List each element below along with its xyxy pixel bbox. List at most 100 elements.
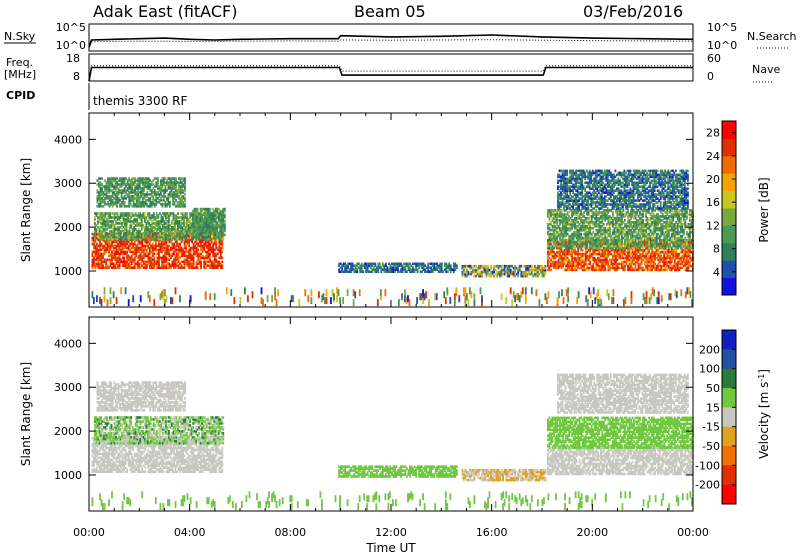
range-gate-cell (166, 230, 169, 233)
range-gate-cell (673, 248, 676, 252)
range-gate-cell (454, 266, 457, 269)
range-gate-cell (107, 235, 110, 239)
range-gate-cell (194, 246, 196, 250)
range-gate-cell (178, 197, 180, 200)
range-gate-cell (177, 237, 179, 241)
range-gate-cell (122, 197, 124, 200)
range-gate-cell (175, 228, 178, 231)
range-gate-cell (586, 240, 589, 244)
range-gate-cell (574, 266, 576, 270)
range-gate-cell (115, 258, 118, 262)
range-gate-cell (102, 246, 104, 250)
range-gate-cell (127, 218, 130, 221)
range-gate-cell (145, 238, 148, 242)
range-gate-cell (651, 252, 653, 256)
range-gate-cell (117, 199, 120, 202)
range-gate-cell (128, 179, 131, 182)
range-gate-cell (143, 226, 146, 229)
range-gate-cell (663, 264, 666, 268)
range-gate-cell (217, 233, 220, 237)
range-gate-cell (184, 199, 186, 202)
range-gate-cell (686, 268, 688, 272)
range-gate-cell (192, 258, 195, 262)
range-gate-cell (655, 256, 658, 260)
range-gate-cell (116, 226, 119, 229)
range-gate-cell (151, 242, 154, 246)
range-gate-cell (157, 177, 159, 180)
range-gate-cell (175, 216, 178, 219)
range-gate-cell (214, 207, 217, 211)
range-gate-cell (162, 220, 164, 223)
range-gate-cell (137, 193, 140, 196)
range-gate-cell (126, 183, 129, 186)
range-gate-cell (583, 266, 586, 270)
range-gate-cell (103, 214, 105, 217)
range-gate-cell (174, 214, 176, 217)
range-gate-cell (622, 248, 625, 252)
range-gate-cell (652, 250, 655, 254)
range-gate-cell (622, 256, 625, 260)
range-gate-cell (130, 220, 133, 223)
range-gate-cell (195, 231, 197, 235)
range-gate-cell (578, 256, 581, 260)
range-gate-cell (587, 256, 590, 260)
range-gate-cell (195, 229, 197, 233)
range-gate-cell (129, 191, 132, 194)
range-gate-cell (642, 254, 644, 258)
range-gate-cell (222, 217, 225, 221)
range-gate-cell (578, 242, 581, 246)
range-gate-cell (168, 250, 171, 254)
range-gate-cell (112, 256, 115, 260)
range-gate-cell (102, 264, 104, 267)
range-gate-cell (207, 227, 210, 231)
range-gate-cell (93, 262, 95, 266)
range-gate-cell (97, 258, 100, 262)
range-gate-cell (554, 254, 557, 258)
range-gate-cell (592, 246, 595, 250)
range-gate-cell (592, 242, 595, 246)
range-gate-cell (598, 258, 601, 262)
range-gate-cell (389, 264, 392, 267)
range-gate-cell (482, 268, 485, 272)
range-gate-cell (580, 254, 583, 258)
range-gate-cell (204, 235, 207, 239)
range-gate-cell (551, 213, 554, 216)
range-gate-cell (144, 248, 147, 252)
range-gate-cell (615, 266, 617, 270)
range-gate-cell (116, 235, 119, 239)
range-gate-cell (207, 217, 210, 221)
range-gate-cell (177, 242, 180, 246)
range-gate-cell (138, 266, 141, 269)
range-gate-cell (551, 240, 554, 244)
range-gate-cell (676, 254, 679, 258)
range-gate-cell (130, 242, 133, 246)
range-gate-cell (118, 230, 120, 233)
range-gate-cell (385, 270, 387, 273)
range-gate-cell (589, 230, 592, 234)
range-gate-cell (642, 248, 644, 252)
range-gate-cell (127, 248, 130, 252)
range-gate-cell (584, 219, 587, 222)
range-gate-cell (148, 237, 151, 241)
range-gate-cell (129, 266, 132, 269)
range-gate-cell (161, 258, 163, 262)
range-gate-cell (565, 209, 567, 212)
range-gate-cell (198, 260, 201, 264)
range-gate-cell (479, 266, 482, 270)
range-gate-cell (177, 266, 180, 269)
range-gate-cell (91, 238, 94, 242)
range-gate-cell (99, 177, 102, 180)
range-gate-cell (589, 226, 592, 230)
range-gate-cell (174, 244, 177, 248)
range-gate-cell (133, 235, 136, 239)
range-gate-cell (121, 237, 123, 241)
range-gate-cell (433, 262, 436, 266)
range-gate-cell (147, 185, 150, 188)
range-gate-cell (380, 268, 383, 271)
range-gate-cell (499, 270, 501, 274)
range-gate-cell (204, 209, 207, 213)
range-gate-cell (189, 260, 192, 264)
range-gate-cell (220, 215, 223, 219)
range-gate-cell (548, 246, 551, 250)
range-gate-cell (613, 268, 616, 272)
